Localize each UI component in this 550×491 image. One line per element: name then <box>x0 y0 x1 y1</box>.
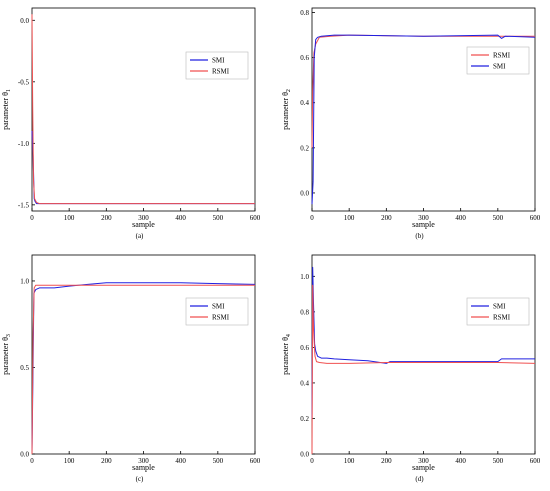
legend: SMI RSMI <box>185 297 249 326</box>
panel-label: (d) <box>415 475 424 483</box>
y-tick-label: -1.5 <box>18 201 30 209</box>
legend-label: RSMI <box>493 52 511 60</box>
legend-label: SMI <box>493 303 506 311</box>
x-tick-label: 600 <box>530 214 541 222</box>
x-tick-label: 500 <box>213 457 224 465</box>
legend-label: SMI <box>212 303 225 311</box>
y-tick-label: -1.0 <box>18 140 30 148</box>
x-tick-label: 200 <box>101 457 112 465</box>
x-tick-label: 600 <box>250 214 261 222</box>
x-tick-label: 100 <box>344 214 355 222</box>
legend-label: RSMI <box>493 314 511 322</box>
series-line-smi <box>311 34 536 205</box>
x-axis-label: sample <box>132 463 155 472</box>
legend-label: RSMI <box>212 68 230 76</box>
x-tick-label: 600 <box>530 457 541 465</box>
x-tick-label: 0 <box>30 214 34 222</box>
x-tick-label: 100 <box>64 214 75 222</box>
y-axis-label: parameter θ4 <box>281 334 292 375</box>
series-line-rsmi <box>311 34 535 148</box>
y-tick-label: 0.6 <box>300 344 309 352</box>
y-tick-label: 0.4 <box>300 99 309 107</box>
y-axis-label: parameter θ1 <box>1 89 12 130</box>
x-tick-label: 300 <box>138 214 149 222</box>
x-tick-label: 400 <box>175 214 186 222</box>
x-tick-label: 400 <box>455 457 466 465</box>
series-line-rsmi <box>311 284 536 455</box>
y-tick-label: 0.2 <box>300 415 309 423</box>
y-tick-label: 0.0 <box>20 17 29 25</box>
x-tick-label: 200 <box>101 214 112 222</box>
y-tick-label: 0.5 <box>20 364 29 372</box>
y-tick-label: 0.0 <box>300 189 309 197</box>
y-axis-label: parameter θ2 <box>281 89 292 130</box>
y-tick-label: 0.8 <box>300 308 309 316</box>
x-axis-label: sample <box>412 220 435 229</box>
x-tick-label: 500 <box>493 214 504 222</box>
x-axis-label: sample <box>132 220 155 229</box>
plot-frame <box>31 7 256 212</box>
series-line-smi <box>311 266 535 419</box>
series-line-rsmi <box>31 14 255 205</box>
x-tick-label: 300 <box>418 214 429 222</box>
panel-a: 0 100 200 300 400 500 600 -1.5 -1.0 -0.5 0.0 parame… <box>1 7 261 240</box>
legend-label: SMI <box>212 57 225 65</box>
x-tick-label: 400 <box>175 457 186 465</box>
y-tick-label: 0.2 <box>300 144 309 152</box>
y-tick-label: 0.8 <box>300 9 309 17</box>
y-tick-label: -0.5 <box>18 78 30 86</box>
y-axis-label: parameter θ3 <box>1 334 12 375</box>
x-tick-label: 100 <box>64 457 75 465</box>
x-tick-label: 600 <box>250 457 261 465</box>
x-tick-label: 0 <box>310 457 314 465</box>
y-tick-label: 0.0 <box>20 451 29 459</box>
legend: SMI RSMI <box>185 51 249 80</box>
x-tick-label: 0 <box>30 457 34 465</box>
plot-frame <box>311 254 536 455</box>
panel-label: (c) <box>136 475 144 483</box>
x-axis-label: sample <box>412 463 435 472</box>
x-tick-label: 100 <box>344 457 355 465</box>
y-tick-label: 1.0 <box>20 277 29 285</box>
x-tick-label: 300 <box>418 457 429 465</box>
legend: RSMI SMI <box>466 46 530 75</box>
legend: SMI RSMI <box>466 297 530 326</box>
y-tick-label: 0.4 <box>300 379 309 387</box>
x-tick-label: 200 <box>381 457 392 465</box>
panel-d: 0 100 200 300 400 500 600 0.0 0.2 0.4 0.6 0.8 1.0 par… <box>281 254 541 483</box>
y-tick-label: 1.0 <box>300 273 309 281</box>
panel-c: 0 100 200 300 400 500 600 0.0 0.5 1.0 parameter θ3… <box>1 254 261 483</box>
panel-b: 0 100 200 300 400 500 600 0.0 0.2 0.4 0.6 0.8 parame… <box>281 7 541 240</box>
series-line-smi <box>31 130 255 205</box>
x-tick-label: 200 <box>381 214 392 222</box>
x-tick-label: 0 <box>310 214 314 222</box>
x-tick-label: 500 <box>213 214 224 222</box>
y-tick-label: 0.6 <box>300 54 309 62</box>
series-line-rsmi <box>31 284 255 455</box>
panel-label: (a) <box>136 232 144 240</box>
legend-label: RSMI <box>212 314 230 322</box>
x-tick-label: 400 <box>455 214 466 222</box>
x-tick-label: 500 <box>493 457 504 465</box>
x-tick-label: 300 <box>138 457 149 465</box>
panel-label: (b) <box>415 232 424 240</box>
legend-label: SMI <box>493 63 506 71</box>
y-tick-label: 0.0 <box>300 451 309 459</box>
